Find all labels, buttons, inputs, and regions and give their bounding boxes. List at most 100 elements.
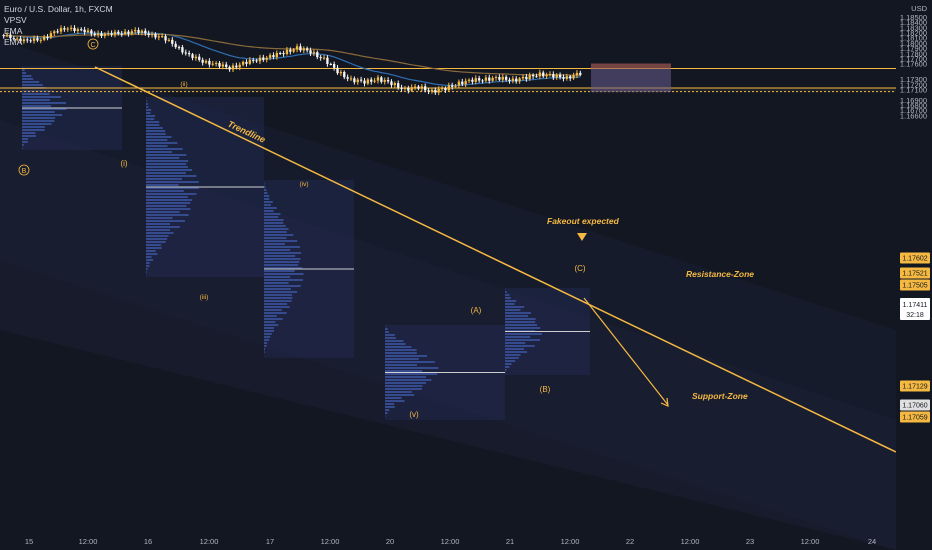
candle-body <box>427 90 430 92</box>
indicator-ema-1[interactable]: EMA <box>4 26 23 36</box>
time-axis[interactable]: 15 12:00 16 12:00 17 12:00 20 12:00 21 12:00 22 12:… <box>25 537 876 546</box>
y-tick-label: 1.17600 <box>900 60 927 69</box>
profile-bar <box>505 348 525 350</box>
candle-body <box>569 76 572 79</box>
candle-body <box>504 76 508 80</box>
channel-band-inner <box>0 120 896 550</box>
profile-bar <box>146 244 162 246</box>
candle-body <box>194 56 198 59</box>
profile-bar <box>264 195 270 197</box>
profile-bar <box>22 114 63 116</box>
candle-body <box>231 65 235 70</box>
wave-B-circle: B <box>22 168 27 175</box>
profile-bar <box>146 187 199 189</box>
profile-bar <box>22 111 55 113</box>
profile-bar <box>264 285 301 287</box>
candle-body <box>63 28 66 30</box>
profile-bar <box>146 160 189 162</box>
y-tick-label: 1.16800 <box>900 101 927 110</box>
profile-bar <box>385 346 412 348</box>
profile-bar <box>146 172 186 174</box>
stop-box <box>591 63 671 69</box>
profile-bar <box>146 148 183 150</box>
candle-body <box>211 63 214 65</box>
profile-bar <box>264 231 287 233</box>
profile-bar <box>22 81 40 83</box>
wave-C: (C) <box>574 264 585 273</box>
x-tick-label: 21 <box>506 537 514 546</box>
indicator-vpsv[interactable]: VPSV <box>4 15 27 25</box>
profile-bar <box>264 210 274 212</box>
candle-body <box>376 77 380 81</box>
profile-bar <box>385 385 423 387</box>
channel-bands <box>0 40 896 550</box>
candle-body <box>144 30 147 34</box>
profile-bar <box>264 345 267 347</box>
candle-body <box>127 31 130 34</box>
wave-i: (i) <box>120 159 127 168</box>
candle-body <box>235 65 238 68</box>
profile-bar <box>146 100 147 102</box>
profile-bar <box>505 360 516 362</box>
profile-bar <box>264 279 304 281</box>
profile-bar <box>146 142 178 144</box>
profile-bar <box>146 265 150 267</box>
candle-body <box>558 74 562 78</box>
profile-bar <box>146 238 168 240</box>
profile-bar <box>146 271 147 273</box>
profile-bar <box>146 139 168 141</box>
candle-body <box>12 38 15 40</box>
candle-body <box>359 79 363 81</box>
profile-bar <box>146 133 166 135</box>
x-tick-label: 15 <box>25 537 33 546</box>
candle-body <box>477 78 481 81</box>
profile-bar <box>264 243 285 245</box>
candle-body <box>56 31 59 33</box>
candle-body <box>498 77 501 80</box>
profile-bar <box>264 207 277 209</box>
profile-bar <box>264 225 286 227</box>
candle-body <box>171 39 174 44</box>
profile-bar <box>146 127 163 129</box>
price-axis[interactable]: USD1.185001.184001.183001.182001.181001.… <box>896 0 932 550</box>
candle-body <box>289 49 292 52</box>
projection-arrow <box>583 297 669 406</box>
candle-body <box>309 50 312 54</box>
candle-body <box>390 81 393 86</box>
wave-ii: (ii) <box>180 81 187 88</box>
symbol-label[interactable]: Euro / U.S. Dollar, 1h, FXCM <box>4 4 113 14</box>
candle-body <box>356 79 359 83</box>
profile-bar <box>264 342 268 344</box>
candle-body <box>150 33 154 36</box>
profile-bar <box>146 157 180 159</box>
profile-bar <box>264 270 295 272</box>
profile-bar <box>385 376 427 378</box>
profile-bar <box>146 250 156 252</box>
profile-bar <box>264 189 267 191</box>
candle-body <box>535 76 538 78</box>
candle-body <box>322 57 326 59</box>
ema-slow-line <box>3 33 581 76</box>
profile-bar <box>264 228 289 230</box>
ema-lines <box>3 32 581 87</box>
profile-bar <box>146 151 173 153</box>
candle-body <box>69 27 73 29</box>
candle-body <box>42 36 46 40</box>
profile-bar <box>505 303 515 305</box>
candle-body <box>26 39 29 41</box>
candle-body <box>346 77 349 79</box>
wave-B: (B) <box>540 385 551 394</box>
candle-body <box>221 64 225 67</box>
candle-body <box>299 46 302 51</box>
candle-body <box>177 47 181 49</box>
x-tick-label: 12:00 <box>681 537 700 546</box>
profile-bar <box>22 117 56 119</box>
candle-body <box>312 52 316 54</box>
indicator-ema-2[interactable]: EMA <box>4 37 23 47</box>
profile-bar <box>22 69 25 71</box>
x-tick-label: 20 <box>386 537 394 546</box>
candle-body <box>420 86 424 89</box>
x-tick-label: 22 <box>626 537 634 546</box>
candle-body <box>103 33 107 36</box>
